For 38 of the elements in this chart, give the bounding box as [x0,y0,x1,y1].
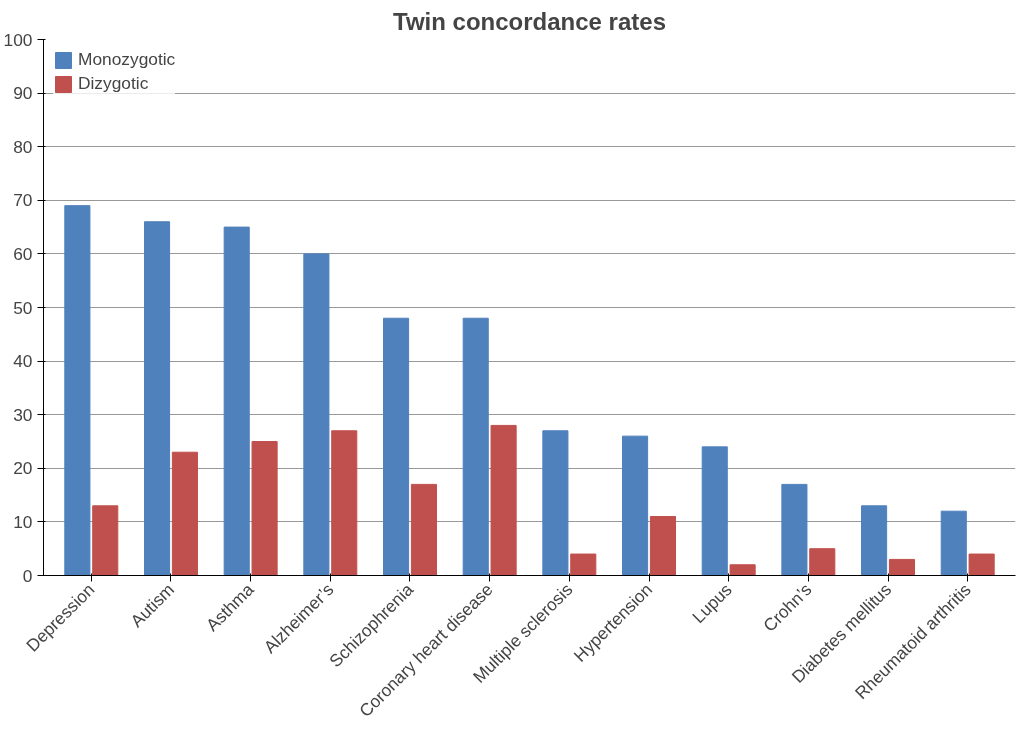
bar [861,505,888,576]
chart-title: Twin concordance rates [393,7,666,35]
bar [64,205,91,576]
bar [92,505,119,576]
y-tick-label: 70 [13,190,33,211]
bar [888,558,916,576]
bar [171,451,198,576]
bar [331,430,358,576]
bar [940,510,967,576]
legend-label: Monozygotic [78,49,176,70]
y-tick-label: 80 [13,136,33,157]
bar [809,548,836,576]
bar [490,424,517,576]
bar [303,253,330,576]
legend-label: Dizygotic [78,73,149,94]
y-tick-label: 50 [13,297,33,318]
y-tick-label: 10 [13,511,33,532]
bar [462,317,489,576]
y-tick-label: 20 [13,458,33,479]
bar [542,430,569,576]
bar [649,516,676,576]
bar [251,441,278,576]
bar [143,221,171,576]
bar [410,483,437,576]
bar [622,435,649,576]
bar [223,226,250,576]
bar [729,564,756,576]
bar [968,553,995,576]
bar [781,483,808,576]
y-tick-label: 90 [13,83,33,104]
y-tick-label: 60 [13,243,33,264]
bar [383,317,410,576]
y-tick-label: 40 [13,351,33,372]
y-tick-label: 0 [22,565,33,586]
y-tick-label: 100 [3,29,33,50]
y-tick-label: 30 [13,404,33,425]
bar [570,553,597,576]
bar [701,446,728,576]
